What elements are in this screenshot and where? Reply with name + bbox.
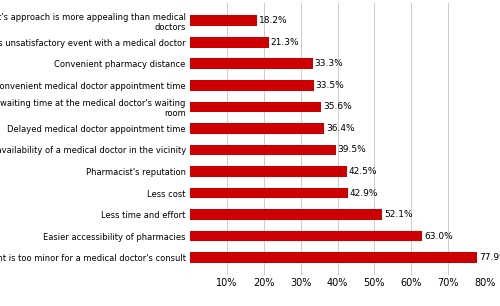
Text: 52.1%: 52.1% — [384, 210, 412, 219]
Text: 33.3%: 33.3% — [314, 59, 344, 68]
Bar — [190, 102, 322, 112]
Text: 77.9%: 77.9% — [479, 253, 500, 262]
Bar — [190, 145, 336, 155]
Bar — [190, 231, 422, 241]
Text: 35.6%: 35.6% — [323, 103, 352, 111]
Text: 21.3%: 21.3% — [270, 38, 299, 47]
Bar — [190, 123, 324, 134]
Text: 18.2%: 18.2% — [259, 16, 288, 25]
Bar — [190, 209, 382, 220]
Text: 42.5%: 42.5% — [348, 167, 377, 176]
Text: 36.4%: 36.4% — [326, 124, 354, 133]
Bar — [190, 252, 478, 263]
Text: 39.5%: 39.5% — [338, 145, 366, 155]
Bar — [190, 188, 348, 198]
Bar — [190, 166, 346, 177]
Bar — [190, 58, 313, 69]
Bar — [190, 15, 257, 26]
Text: 63.0%: 63.0% — [424, 232, 453, 241]
Text: 33.5%: 33.5% — [316, 81, 344, 90]
Bar — [190, 37, 268, 48]
Bar — [190, 80, 314, 91]
Text: 42.9%: 42.9% — [350, 188, 378, 198]
